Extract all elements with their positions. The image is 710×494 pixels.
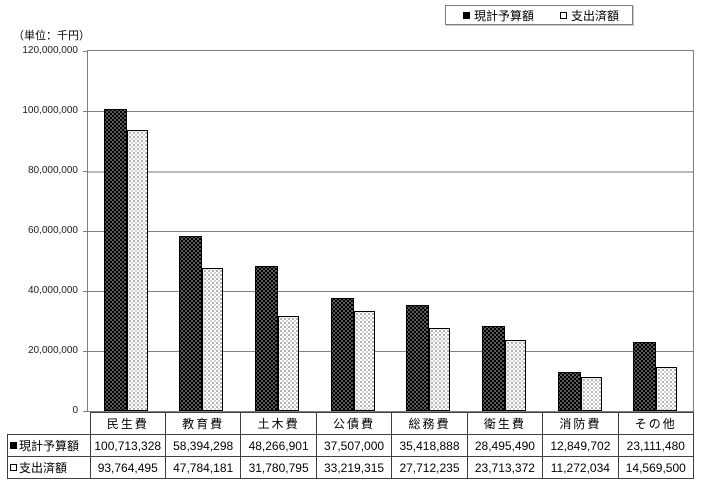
value-cell: 93,764,495 xyxy=(89,456,166,479)
bar-series1 xyxy=(557,372,581,411)
category-column xyxy=(466,51,542,411)
y-axis-tick-label: 40,000,000 xyxy=(27,285,78,296)
legend-item-series2: 支出済額 xyxy=(560,7,619,24)
bar-series1 xyxy=(406,304,430,411)
y-axis-tick-mark xyxy=(83,351,87,352)
y-axis-tick-mark xyxy=(83,51,87,52)
category-header-cell: 土木費 xyxy=(240,412,317,435)
value-cell: 48,266,901 xyxy=(240,434,317,457)
legend-series2-label: 支出済額 xyxy=(571,8,620,23)
y-axis-tick-label: 80,000,000 xyxy=(27,165,78,176)
category-header-cell: 総務費 xyxy=(391,412,468,435)
bar-series1 xyxy=(179,235,203,411)
y-axis-tick-label: 100,000,000 xyxy=(22,105,78,116)
bar-series2 xyxy=(656,367,678,411)
category-column xyxy=(391,51,467,411)
bar-series2 xyxy=(202,267,224,411)
table-row: 支出済額 93,764,495 47,784,181 31,780,795 33,219… xyxy=(7,456,695,479)
bar-series1 xyxy=(103,108,127,411)
table-row: 現計予算額 100,713,328 58,394,298 48,266,901 37,5… xyxy=(7,434,695,457)
y-axis-tick-mark xyxy=(83,111,87,112)
filled-square-icon xyxy=(463,11,470,19)
value-cell: 14,569,500 xyxy=(617,456,695,479)
unit-label: （単位：千円） xyxy=(13,30,90,42)
category-column xyxy=(617,51,693,411)
y-axis-tick-mark xyxy=(83,291,87,292)
category-header-cell: 民生費 xyxy=(89,412,166,435)
value-cell: 35,418,888 xyxy=(391,434,468,457)
category-header-cell: その他 xyxy=(617,412,695,435)
category-header-cell: 消防費 xyxy=(542,412,619,435)
value-cell: 23,713,372 xyxy=(466,456,544,479)
legend-item-series1: 現計予算額 xyxy=(463,7,534,24)
series-row-header: 支出済額 xyxy=(7,456,91,479)
category-column xyxy=(542,51,618,411)
value-cell: 100,713,328 xyxy=(89,434,166,457)
gridline xyxy=(88,291,693,292)
bar-series1 xyxy=(330,298,354,411)
bar-series2 xyxy=(429,327,451,411)
y-axis-tick-label: 0 xyxy=(72,405,78,416)
gridline xyxy=(88,351,693,352)
category-column xyxy=(88,51,164,411)
bar-series2 xyxy=(126,129,148,411)
gridline xyxy=(88,171,693,173)
value-cell: 28,495,490 xyxy=(466,434,544,457)
table-row: 民生費 教育費 土木費 公債費 総務費 衛生費 消防費 その他 xyxy=(8,412,695,435)
category-header-cell: 教育費 xyxy=(164,412,242,435)
open-square-icon xyxy=(560,11,568,19)
series-row-header: 現計予算額 xyxy=(7,434,91,457)
y-axis-tick-mark xyxy=(83,231,87,232)
data-table: 民生費 教育費 土木費 公債費 総務費 衛生費 消防費 その他 現計予算額 100,713,328… xyxy=(7,412,695,479)
bar-series1 xyxy=(633,341,657,411)
value-cell: 33,219,315 xyxy=(315,456,393,479)
bar-series1 xyxy=(481,325,505,411)
category-column xyxy=(239,51,315,411)
bar-series2 xyxy=(504,339,526,411)
value-cell: 23,111,480 xyxy=(617,434,695,457)
open-square-icon xyxy=(10,464,17,472)
y-axis-tick-label: 60,000,000 xyxy=(27,225,78,236)
category-header-cell: 公債費 xyxy=(315,412,393,435)
y-axis-tick-mark xyxy=(83,411,87,412)
bar-series1 xyxy=(255,266,279,411)
gridline xyxy=(88,231,693,232)
value-cell: 12,849,702 xyxy=(542,434,619,457)
bar-series2 xyxy=(278,315,300,411)
value-cell: 47,784,181 xyxy=(164,456,242,479)
legend: 現計予算額 支出済額 xyxy=(445,5,633,25)
legend-series1-label: 現計予算額 xyxy=(474,8,535,23)
bar-series2 xyxy=(353,311,375,411)
bar-series2 xyxy=(580,377,602,411)
category-column xyxy=(315,51,391,411)
value-cell: 37,507,000 xyxy=(315,434,393,457)
value-cell: 31,780,795 xyxy=(240,456,317,479)
y-axis-tick-mark xyxy=(83,171,87,172)
gridline xyxy=(88,111,693,112)
y-axis-tick-label: 20,000,000 xyxy=(27,345,78,356)
plot-area xyxy=(87,50,694,412)
category-header-cell: 衛生費 xyxy=(466,412,544,435)
value-cell: 27,712,235 xyxy=(391,456,468,479)
bar-columns xyxy=(88,51,693,411)
value-cell: 11,272,034 xyxy=(542,456,619,479)
value-cell: 58,394,298 xyxy=(164,434,242,457)
table-corner-cell xyxy=(8,413,91,435)
category-column xyxy=(164,51,240,411)
y-axis-tick-label: 120,000,000 xyxy=(22,45,78,56)
filled-square-icon xyxy=(10,442,17,450)
